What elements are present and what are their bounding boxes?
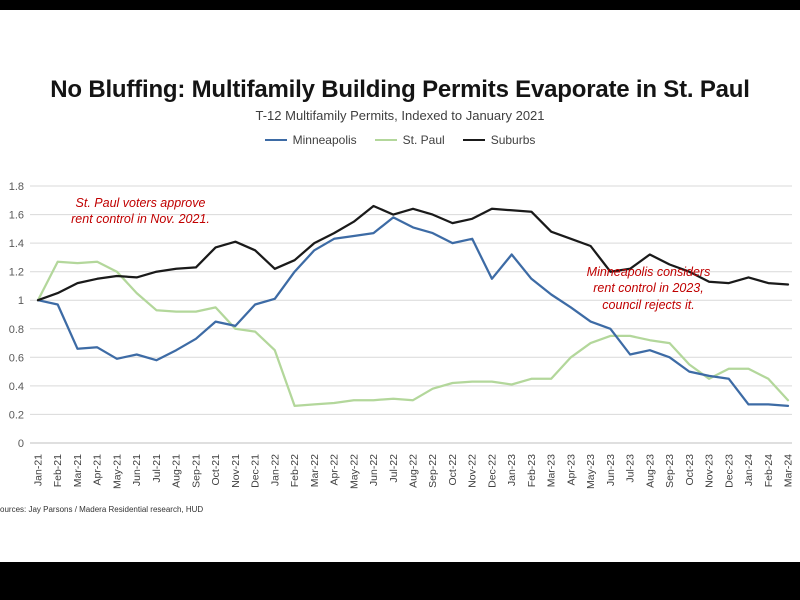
x-axis-tick-label: Jul-23	[625, 454, 637, 483]
x-axis-tick-label: Jul-21	[151, 454, 163, 483]
series-suburbs-line	[36, 204, 790, 302]
x-axis-tick-label: Mar-21	[72, 454, 84, 487]
x-axis-tick-label: Dec-22	[486, 454, 498, 488]
x-axis-tick-label: Mar-22	[309, 454, 321, 487]
x-axis-tick-label: Sep-23	[664, 454, 676, 488]
x-axis-tick-label: Jan-23	[506, 454, 518, 486]
chart-subtitle: T-12 Multifamily Permits, Indexed to Jan…	[255, 108, 545, 123]
x-axis-tick-label: Dec-23	[723, 454, 735, 488]
stpaul-line-swatch	[374, 139, 397, 141]
minneapolis-line-swatch	[264, 139, 287, 141]
source-note: ources: Jay Parsons / Madera Residential…	[0, 505, 204, 514]
x-axis-tick-label: Oct-23	[684, 454, 696, 486]
annotation-stpaul-rent-control: St. Paul voters approve rent control in …	[71, 196, 210, 227]
x-axis-tick-label: Aug-23	[644, 454, 656, 488]
x-axis-tick-label: Jan-21	[33, 454, 45, 486]
y-axis-tick-label: 0.6	[9, 352, 24, 364]
x-axis-tick-label: Feb-22	[289, 454, 301, 487]
chart-title: No Bluffing: Multifamily Building Permit…	[50, 76, 750, 104]
x-axis-tick-label: May-21	[111, 454, 123, 489]
x-axis-tick-label: Jul-22	[388, 454, 400, 483]
x-axis-tick-label: Apr-22	[329, 454, 341, 486]
suburbs-line-swatch	[462, 139, 485, 141]
y-axis-tick-label: 0.2	[9, 409, 24, 421]
x-axis-tick-label: Nov-22	[467, 454, 479, 488]
x-axis-tick-label: May-22	[348, 454, 360, 489]
x-axis-tick-label: Apr-23	[565, 454, 577, 486]
y-axis-tick-label: 1.6	[9, 210, 24, 222]
x-axis-tick-label: Nov-21	[230, 454, 242, 488]
x-axis-tick-label: Aug-22	[408, 454, 420, 488]
legend-item-stpaul: St. Paul	[374, 133, 445, 147]
x-axis-tick-label: Sep-22	[427, 454, 439, 488]
x-axis-tick-label: Apr-21	[92, 454, 104, 486]
letterbox-bottom	[0, 562, 800, 600]
x-axis-tick-label: Jan-24	[743, 454, 755, 486]
x-axis-tick-label: Feb-24	[763, 454, 775, 487]
y-axis-tick-label: 1.8	[9, 181, 24, 193]
x-axis-tick-label: Feb-21	[52, 454, 64, 487]
annotation-minneapolis-rent-control: Minneapolis considers rent control in 20…	[586, 265, 711, 312]
y-axis-tick-label: 1.2	[9, 267, 24, 279]
x-axis-tick-label: Oct-22	[447, 454, 459, 486]
x-axis-tick-label: Mar-24	[783, 454, 795, 487]
y-axis-tick-label: 1.4	[9, 238, 24, 250]
series-st-paul-line	[36, 260, 790, 408]
x-axis-tick-label: Feb-23	[526, 454, 538, 487]
legend-label-minneapolis: Minneapolis	[292, 133, 357, 147]
x-axis-tick-label: Jun-23	[605, 454, 617, 486]
y-axis-tick-label: 0.4	[9, 381, 24, 393]
x-axis-tick-label: Sep-21	[190, 454, 202, 488]
x-axis-tick-label: May-23	[585, 454, 597, 489]
y-axis-tick-label: 0	[18, 438, 24, 450]
legend-item-suburbs: Suburbs	[462, 133, 536, 147]
x-axis-tick-label: Dec-21	[250, 454, 262, 488]
series-minneapolis-line	[36, 216, 790, 408]
x-axis-tick-label: Jun-21	[131, 454, 143, 486]
x-axis-tick-label: Nov-23	[704, 454, 716, 488]
x-axis-tick-label: Jun-22	[368, 454, 380, 486]
x-axis-tick-label: Aug-21	[171, 454, 183, 488]
chart-legend: Minneapolis St. Paul Suburbs	[0, 133, 800, 147]
x-axis-tick-label: Oct-21	[210, 454, 222, 486]
legend-label-suburbs: Suburbs	[490, 133, 536, 147]
letterbox-top	[0, 0, 800, 10]
y-axis-tick-label: 0.8	[9, 324, 24, 336]
legend-item-minneapolis: Minneapolis	[264, 133, 357, 147]
legend-label-stpaul: St. Paul	[402, 133, 445, 147]
x-axis-tick-label: Jan-22	[269, 454, 281, 486]
y-axis-tick-label: 1	[18, 295, 24, 307]
x-axis-tick-label: Mar-23	[546, 454, 558, 487]
line-chart: 0 0.2 0.4 0.6 0.8 1 1.2 1.4 1.6 1.8 Jan-21 Feb-21 Ma…	[9, 181, 795, 489]
chart-plot-area: 0 0.2 0.4 0.6 0.8 1 1.2 1.4 1.6 1.8 Jan-21 Feb-21 Ma…	[0, 158, 800, 510]
